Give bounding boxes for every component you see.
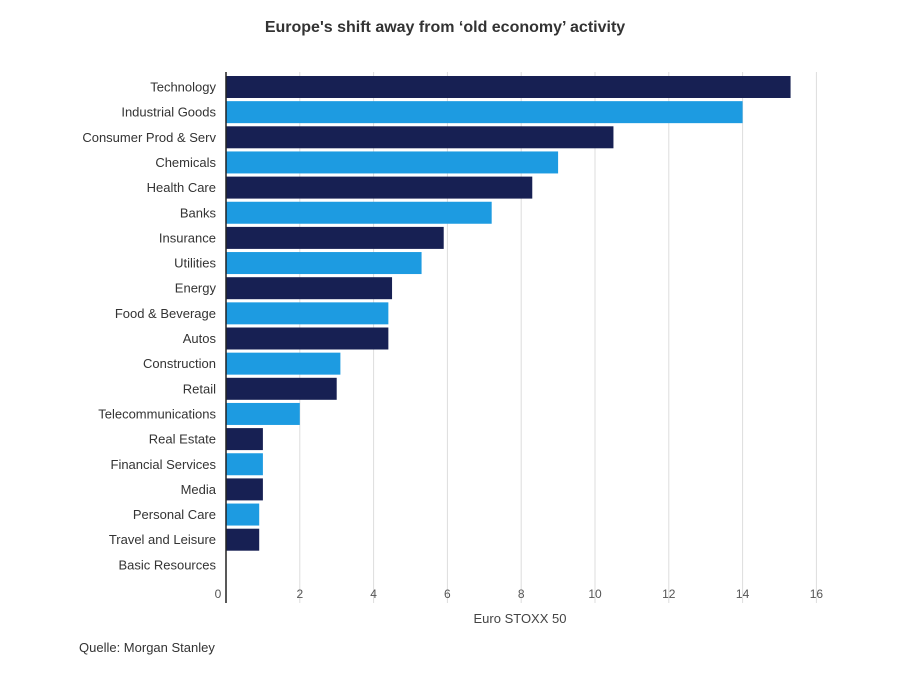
bar [226,402,300,425]
category-label: Industrial Goods [121,105,216,120]
bar [226,277,393,300]
bar [226,201,492,224]
category-label: Chemicals [155,155,216,170]
category-label: Financial Services [111,457,217,472]
x-tick-labels: 0 2 4 6 8 10 12 14 16 [215,587,824,601]
chart-title: Europe's shift away from ‘old economy’ a… [264,19,626,36]
x-axis-title: Euro STOXX 50 [474,611,567,626]
x-tick-label: 4 [370,587,377,601]
category-label: Consumer Prod & Serv [82,130,216,145]
category-label: Real Estate [149,432,216,447]
x-tick-label: 8 [518,587,525,601]
bar [226,327,389,350]
bar [226,252,422,275]
category-labels: Technology Industrial Goods Consumer Prod … [82,80,216,573]
bar [226,478,263,501]
x-tick-label: 16 [810,587,824,601]
category-label: Media [181,482,217,497]
bar [226,302,389,325]
bar [226,101,743,124]
category-label: Autos [183,331,217,346]
bar [226,226,444,249]
bar [226,151,559,174]
x-tick-label: 14 [736,587,750,601]
category-label: Basic Resources [118,557,216,572]
category-label: Banks [180,205,217,220]
x-tick-label: 2 [296,587,303,601]
category-label: Telecommunications [98,406,216,421]
bars [226,76,791,551]
x-tick-label: 10 [588,587,602,601]
category-label: Insurance [159,230,216,245]
category-label: Construction [143,356,216,371]
bar [226,428,263,451]
bar [226,352,341,375]
category-label: Technology [150,80,216,95]
bar [226,76,791,98]
x-tick-label: 12 [662,587,676,601]
x-tick-label: 0 [215,587,222,601]
source-note: Quelle: Morgan Stanley [79,640,215,655]
bar [226,377,337,400]
bar [226,528,260,551]
x-tick-label: 6 [444,587,451,601]
bar [226,126,614,149]
category-label: Travel and Leisure [109,532,216,547]
category-label: Personal Care [133,507,216,522]
bar [226,503,260,526]
category-label: Retail [183,381,216,396]
category-label: Energy [175,281,217,296]
bar [226,453,263,476]
bar [226,176,533,199]
category-label: Food & Beverage [115,306,216,321]
category-label: Health Care [147,180,216,195]
category-label: Utilities [174,256,216,271]
